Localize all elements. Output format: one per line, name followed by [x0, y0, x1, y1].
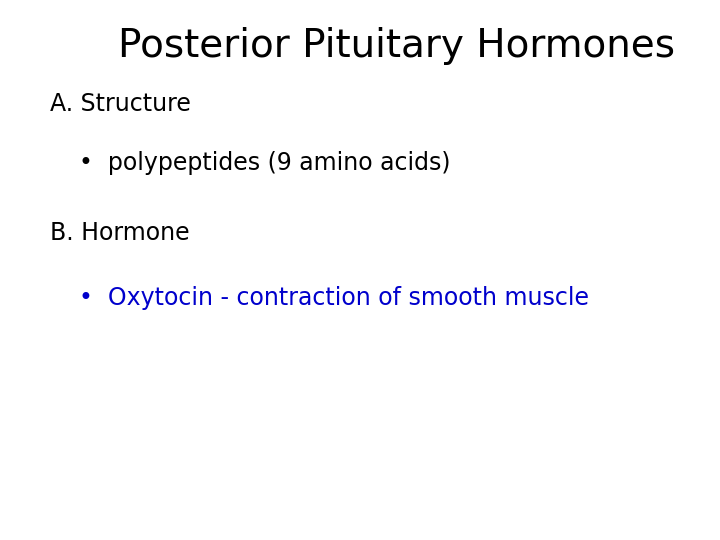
Text: Posterior Pituitary Hormones: Posterior Pituitary Hormones — [117, 27, 675, 65]
Text: A. Structure: A. Structure — [50, 92, 192, 116]
Text: •  polypeptides (9 amino acids): • polypeptides (9 amino acids) — [79, 151, 451, 175]
Text: B. Hormone: B. Hormone — [50, 221, 190, 245]
Text: •  Oxytocin - contraction of smooth muscle: • Oxytocin - contraction of smooth muscl… — [79, 286, 589, 310]
